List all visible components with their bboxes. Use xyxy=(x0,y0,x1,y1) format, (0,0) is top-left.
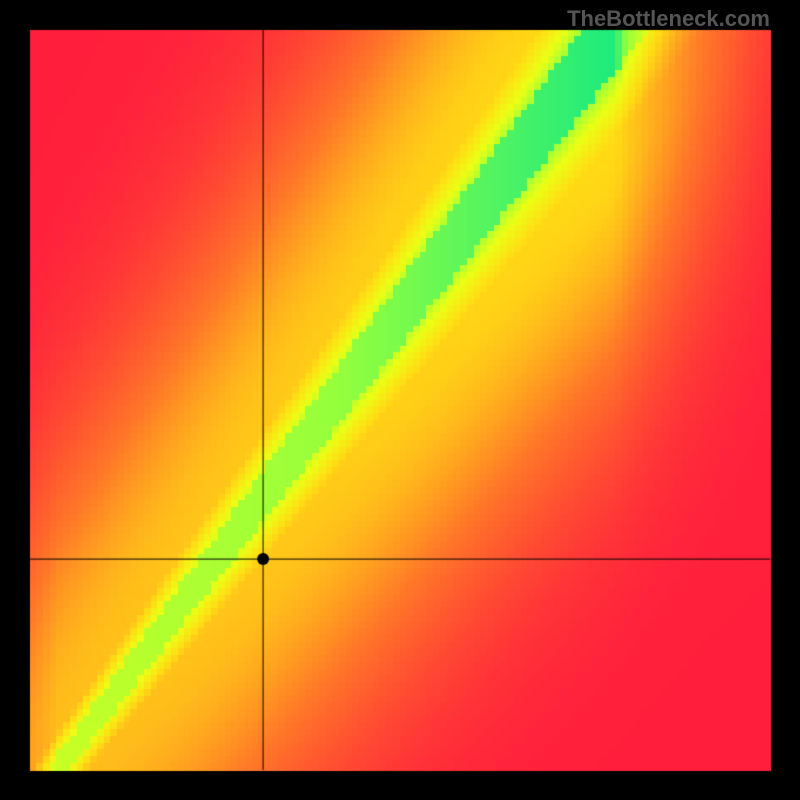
watermark-text: TheBottleneck.com xyxy=(567,6,770,32)
chart-container: TheBottleneck.com xyxy=(0,0,800,800)
bottleneck-heatmap-canvas xyxy=(0,0,800,800)
